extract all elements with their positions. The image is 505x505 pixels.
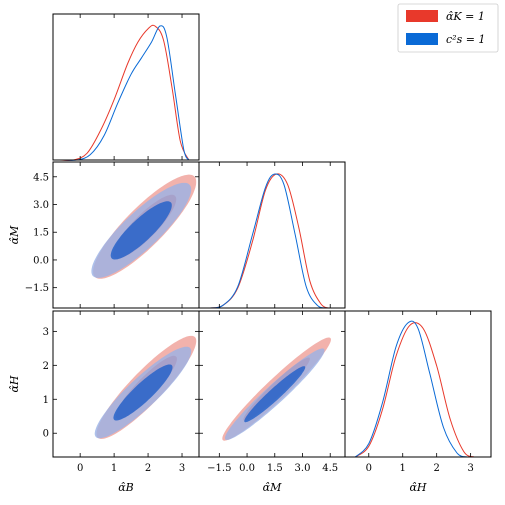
x-tick-label-aB: 1 bbox=[111, 463, 117, 474]
y-tick-label-aH: 2 bbox=[43, 361, 49, 372]
x-tick-label-aB: 0 bbox=[77, 463, 83, 474]
y-tick-label-aM: −1.5 bbox=[25, 283, 49, 294]
x-tick-label-aH: 0 bbox=[366, 463, 372, 474]
panel-frame-aH-aB bbox=[52, 310, 200, 458]
x-axis-label-aB: α̂B bbox=[118, 481, 134, 494]
marginal-aM-red bbox=[210, 173, 329, 309]
y-tick-label-aH: 3 bbox=[43, 327, 49, 338]
y-tick-label-aM: 3.0 bbox=[33, 200, 49, 211]
legend-swatch-blue bbox=[406, 33, 438, 45]
contour-aM_aH-blue-inner bbox=[244, 366, 306, 423]
panel-frame-aM-aM bbox=[198, 161, 346, 309]
legend-label-red: α̂K = 1 bbox=[446, 10, 485, 23]
legend-swatch-red bbox=[406, 10, 438, 22]
panel-frame-aB-aB bbox=[52, 13, 200, 161]
y-tick-label-aH: 0 bbox=[43, 429, 49, 440]
x-tick-label-aH: 2 bbox=[433, 463, 439, 474]
x-tick-label-aB: 2 bbox=[145, 463, 151, 474]
x-tick-label-aM: −1.5 bbox=[207, 463, 231, 474]
legend-label-blue: c²s = 1 bbox=[446, 33, 485, 46]
x-tick-label-aH: 1 bbox=[400, 463, 406, 474]
legend: α̂K = 1 c²s = 1 bbox=[397, 3, 499, 53]
y-axis-label-aM: α̂M bbox=[8, 225, 21, 244]
panel-frame-aH-aH bbox=[344, 310, 492, 458]
x-axis-label-aH: α̂H bbox=[409, 481, 426, 494]
marginal-aH-blue bbox=[354, 320, 468, 458]
y-tick-label-aM: 1.5 bbox=[33, 228, 49, 239]
marginal-aM-blue bbox=[210, 173, 327, 309]
marginal-aH-red bbox=[354, 322, 475, 458]
marginal-aB-blue bbox=[63, 25, 190, 161]
x-tick-label-aM: 4.5 bbox=[322, 463, 338, 474]
x-tick-label-aH: 3 bbox=[467, 463, 473, 474]
y-tick-label-aM: 0.0 bbox=[33, 255, 49, 266]
y-axis-label-aH: α̂H bbox=[8, 375, 21, 392]
y-tick-label-aH: 1 bbox=[43, 395, 49, 406]
x-axis-label-aM: α̂M bbox=[263, 481, 282, 494]
x-tick-label-aM: 1.5 bbox=[267, 463, 283, 474]
contour-aB_aM-blue-inner bbox=[110, 201, 172, 260]
x-tick-label-aM: 0.0 bbox=[239, 463, 255, 474]
y-tick-label-aM: 4.5 bbox=[33, 172, 49, 183]
x-tick-label-aM: 3.0 bbox=[295, 463, 311, 474]
contour-aB_aH-blue-inner bbox=[113, 364, 173, 421]
x-tick-label-aB: 3 bbox=[179, 463, 185, 474]
marginal-aB-red bbox=[59, 24, 190, 161]
